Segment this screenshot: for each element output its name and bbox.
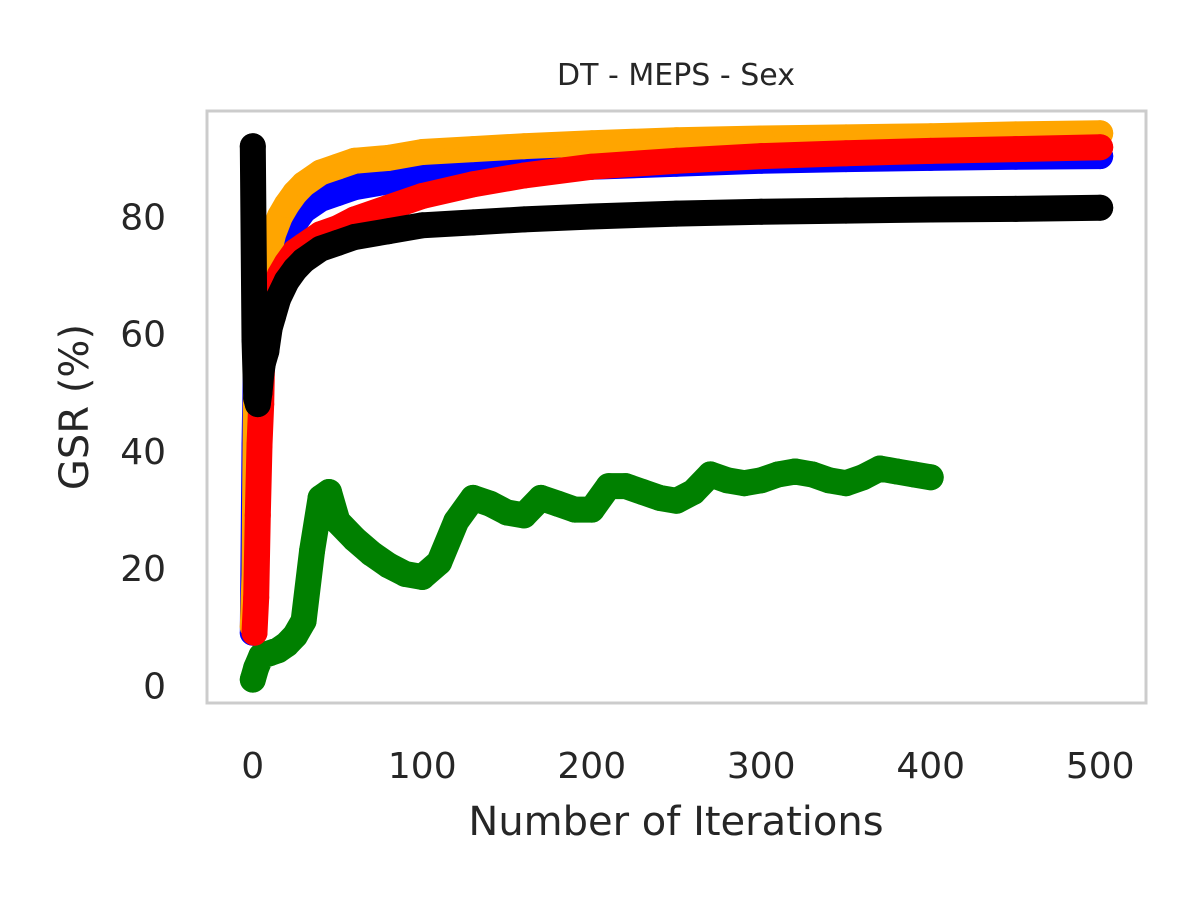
series-2-point <box>341 147 368 174</box>
series-0 <box>239 455 944 693</box>
x-tick-label-3: 300 <box>727 746 796 787</box>
series-3-point <box>1087 134 1114 161</box>
series-0-point <box>443 508 470 535</box>
y-tick-label-2: 40 <box>120 432 166 473</box>
x-tick-label-4: 400 <box>896 746 965 787</box>
series-3-point <box>511 162 537 189</box>
x-tick-label-2: 200 <box>557 746 626 787</box>
series-4-point <box>239 133 266 160</box>
x-tick-label-1: 100 <box>388 746 457 787</box>
series-2-point <box>409 139 436 165</box>
series-2-point <box>511 133 537 160</box>
series-4-point <box>578 203 605 230</box>
plot-frame <box>205 109 1148 705</box>
series-3-point <box>246 432 273 459</box>
series-2-point <box>578 130 605 157</box>
series-0-point <box>917 464 944 491</box>
series-2-point <box>460 136 487 163</box>
y-tick-label-3: 60 <box>120 315 166 356</box>
series-0-point <box>578 496 605 523</box>
series-4-point <box>409 212 436 239</box>
series-1-point <box>375 168 402 195</box>
series-1-point <box>341 174 368 201</box>
tick-layer: 0 100 200 300 400 500 0 20 40 60 80 <box>120 198 1134 787</box>
y-tick-label-0: 0 <box>143 666 166 707</box>
y-tick-label-1: 20 <box>120 549 166 590</box>
series-3-point <box>748 143 775 170</box>
series-4-point <box>511 206 537 233</box>
series-3-point <box>409 183 436 209</box>
series-3-point <box>244 502 271 529</box>
y-axis-label: GSR (%) <box>52 324 98 490</box>
series-3-point <box>241 619 268 646</box>
series-3-point <box>243 584 270 611</box>
series-2-point <box>663 127 690 154</box>
chart-title: DT - MEPS - Sex <box>557 58 795 93</box>
x-axis-label: Number of Iterations <box>468 799 883 845</box>
series-3-point <box>663 147 690 174</box>
series-3-point <box>578 153 605 180</box>
series-0-point <box>426 549 453 576</box>
series-0-point <box>290 607 317 634</box>
series-0-point <box>511 502 537 529</box>
series-4-point <box>663 200 690 227</box>
series-4-point <box>1087 194 1114 221</box>
series-4-point <box>375 218 402 245</box>
series-0-point <box>324 508 351 535</box>
series-2-point <box>375 144 402 171</box>
series-0-point <box>316 479 342 505</box>
series-0-point <box>341 525 368 552</box>
series-4-point <box>460 209 487 236</box>
series-3-point <box>917 137 944 164</box>
series-0-point <box>299 537 326 564</box>
series-4-point <box>1002 195 1029 222</box>
series-4-point <box>748 198 775 225</box>
x-tick-label-0: 0 <box>241 746 264 787</box>
series-layer <box>239 120 1114 693</box>
x-tick-label-5: 500 <box>1066 746 1135 787</box>
series-3-point <box>833 140 859 167</box>
series-4-point <box>341 224 368 250</box>
series-0-point <box>409 564 436 590</box>
y-tick-label-4: 80 <box>120 198 166 239</box>
series-4-point <box>833 197 859 224</box>
series-0-point <box>680 479 707 505</box>
series-4 <box>239 133 1114 418</box>
series-3-point <box>460 171 487 198</box>
series-3-point <box>375 194 402 221</box>
series-3-point <box>1002 136 1029 163</box>
series-4-point <box>917 196 944 223</box>
series-4-point <box>253 338 280 365</box>
